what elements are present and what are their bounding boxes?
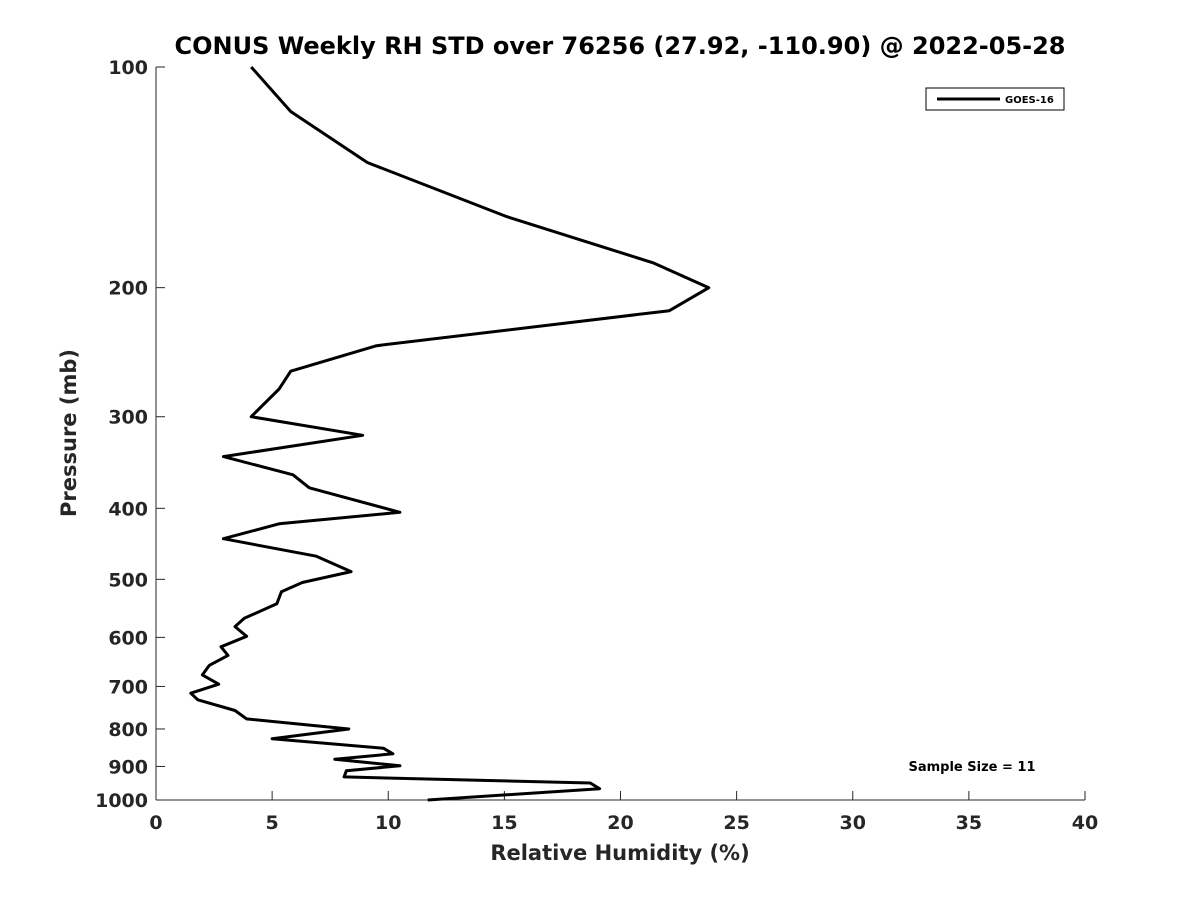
x-tick-label: 40 [1072,812,1098,834]
y-tick-label: 700 [108,676,148,698]
x-axis-label: Relative Humidity (%) [490,841,749,865]
x-tick-label: 30 [840,812,866,834]
sample-size-annotation: Sample Size = 11 [908,760,1035,775]
y-tick-label: 300 [108,407,148,429]
y-tick-label: 500 [108,569,148,591]
x-tick-label: 10 [375,812,401,834]
y-tick-label: 400 [108,498,148,520]
tick-marks: 0 5 10 15 20 25 30 35 40 100 200 300 400 500 600 700 800… [95,57,1098,834]
x-tick-label: 15 [491,812,517,834]
x-tick-label: 0 [149,812,162,834]
y-tick-label: 800 [108,719,148,741]
legend-entry-label: GOES-16 [1005,95,1054,106]
y-tick-label: 100 [108,57,148,79]
series-layer [189,66,711,802]
y-tick-label: 200 [108,278,148,300]
y-tick-label: 600 [108,627,148,649]
y-axis-label: Pressure (mb) [57,349,81,517]
x-tick-label: 5 [266,812,279,834]
x-tick-label: 35 [956,812,982,834]
x-tick-label: 25 [723,812,749,834]
series-line-goes-16 [189,66,711,802]
y-tick-label: 900 [108,756,148,778]
legend: GOES-16 [925,87,1065,111]
x-tick-label: 20 [607,812,633,834]
y-tick-label: 1000 [95,790,148,812]
chart-title: CONUS Weekly RH STD over 76256 (27.92, -… [174,32,1065,60]
